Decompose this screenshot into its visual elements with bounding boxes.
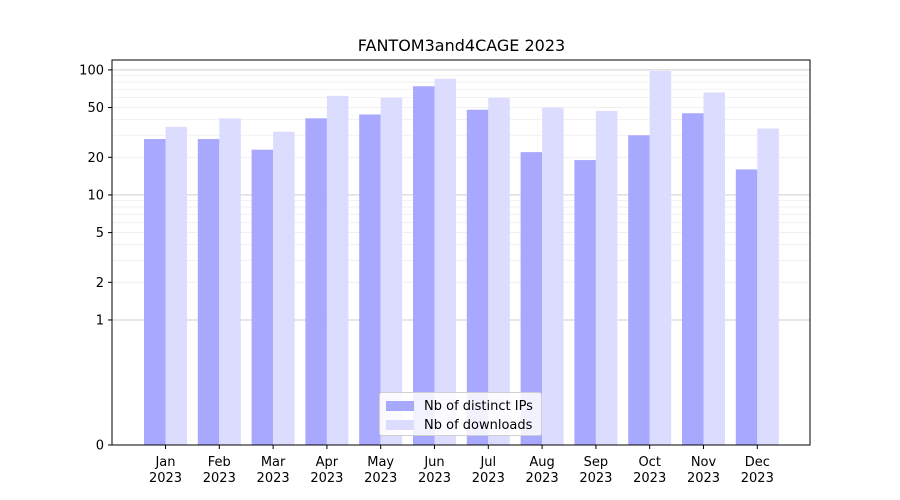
x-tick-label: Apr 2023 (310, 455, 343, 486)
x-axis: Jan 2023 Feb 2023 Mar 2023 Apr 2023 May 2023 Jun 20… (149, 445, 774, 486)
bar-ips (682, 113, 704, 445)
bar-ips (735, 169, 758, 445)
bar-downloads (649, 70, 672, 446)
bar-ips (251, 149, 274, 446)
bar-downloads (595, 110, 618, 445)
plot-frame (111, 59, 811, 446)
x-tick-label: Sep 2023 (579, 455, 612, 486)
x-tick-label: Feb 2023 (203, 455, 236, 486)
bar-ips (466, 109, 489, 445)
y-tick-label: 0 (96, 439, 104, 454)
bar-ips (305, 118, 327, 445)
y-tick-label: 2 (96, 276, 104, 291)
bar-ips (520, 152, 543, 445)
x-tick-label: Jan 2023 (149, 455, 182, 486)
bar-ips (628, 135, 650, 445)
bar-downloads (488, 97, 510, 445)
chart-title: FANTOM3and4CAGE 2023 (357, 36, 566, 55)
legend-item-downloads: Nb of downloads (386, 416, 532, 434)
x-tick-label: Oct 2023 (633, 455, 666, 486)
legend-label-ips: Nb of distinct IPs (424, 398, 533, 414)
bar-ips (197, 139, 220, 445)
x-tick-label: Jun 2023 (418, 455, 451, 486)
y-tick-label: 1 (96, 313, 104, 328)
y-tick-label: 50 (87, 101, 104, 116)
y-tick-label: 10 (87, 188, 104, 203)
x-tick-label: Mar 2023 (257, 455, 290, 486)
y-tick-label: 100 (79, 63, 104, 78)
x-tick-label: Jul 2023 (472, 455, 505, 486)
bar-downloads (542, 107, 564, 446)
bar-downloads (380, 97, 403, 445)
bar-ips (413, 86, 435, 445)
y-tick-label: 20 (87, 151, 104, 166)
x-tick-label: Dec 2023 (741, 455, 774, 486)
bar-downloads (703, 92, 725, 446)
x-tick-label: May 2023 (364, 455, 397, 486)
bars (144, 70, 779, 446)
bar-ips (359, 114, 381, 445)
bar-downloads (219, 118, 241, 445)
legend-swatch-downloads (386, 420, 414, 430)
bar-ips (144, 139, 166, 445)
bar-downloads (434, 78, 456, 445)
legend-swatch-ips (386, 401, 414, 411)
legend-label-downloads: Nb of downloads (424, 417, 533, 433)
bar-downloads (326, 95, 349, 446)
bar-downloads (757, 128, 779, 445)
y-tick-label: 5 (96, 226, 104, 241)
bar-downloads (273, 131, 295, 445)
x-tick-label: Nov 2023 (687, 455, 720, 486)
legend: Nb of distinct IPs Nb of downloads (379, 392, 542, 436)
legend-item-ips: Nb of distinct IPs (386, 397, 533, 415)
x-tick-label: Aug 2023 (526, 455, 559, 486)
bar-ips (574, 160, 596, 445)
y-axis: 0 1 2 5 10 20 50 100 (79, 63, 112, 454)
bar-downloads (165, 126, 187, 446)
